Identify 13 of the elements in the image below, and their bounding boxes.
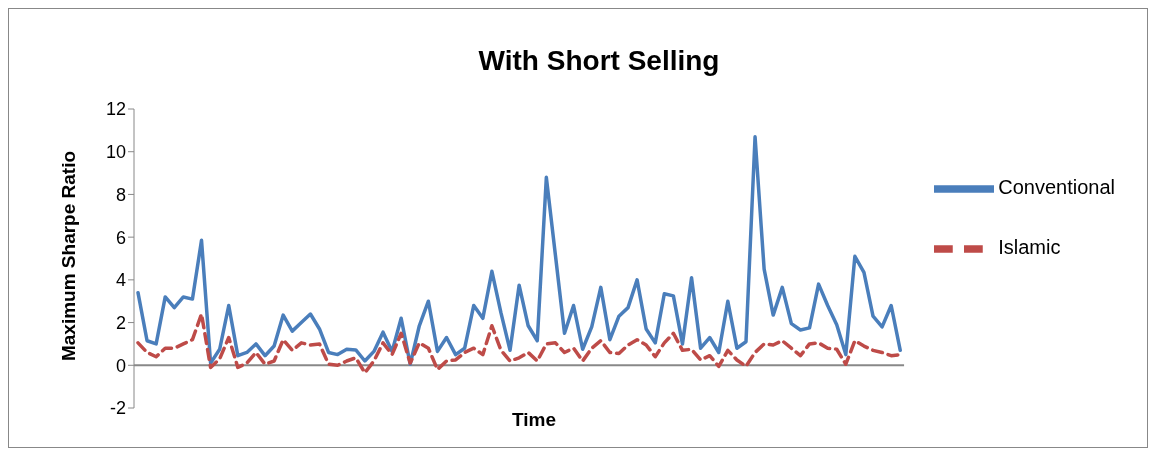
y-tick-label: 12 xyxy=(105,99,126,120)
y-tick-label: 4 xyxy=(115,270,126,291)
y-axis-title: Maximum Sharpe Ratio xyxy=(58,149,80,364)
legend-label: Conventional xyxy=(998,176,1115,199)
y-tick-label: -2 xyxy=(109,398,126,419)
y-tick-label: 8 xyxy=(115,184,126,205)
legend-label: Islamic xyxy=(998,236,1061,259)
y-tick-label: 0 xyxy=(115,355,126,376)
chart-title: With Short Selling xyxy=(477,45,721,77)
y-tick-label: 2 xyxy=(115,312,126,333)
x-axis-title: Time xyxy=(511,409,557,431)
y-tick-label: 10 xyxy=(105,142,126,163)
y-tick-label: 6 xyxy=(115,227,126,248)
